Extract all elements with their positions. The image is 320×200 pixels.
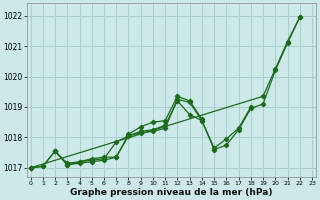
X-axis label: Graphe pression niveau de la mer (hPa): Graphe pression niveau de la mer (hPa) xyxy=(70,188,273,197)
